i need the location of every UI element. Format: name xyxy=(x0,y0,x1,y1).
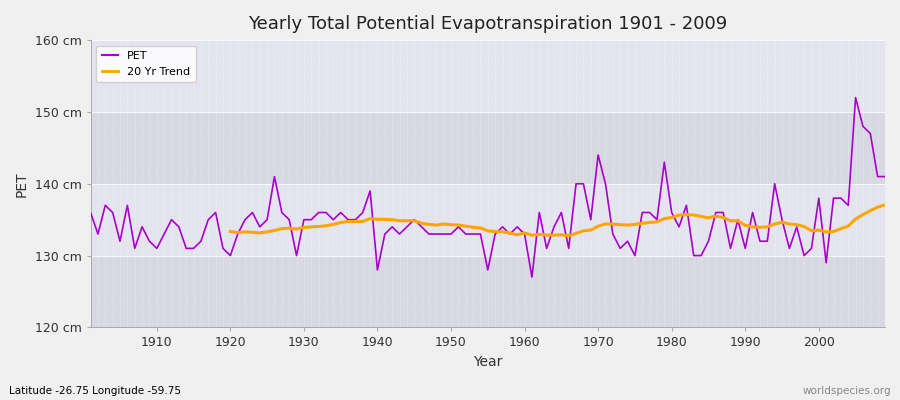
Bar xyxy=(91,184,885,256)
Bar xyxy=(91,256,885,328)
Text: worldspecies.org: worldspecies.org xyxy=(803,386,891,396)
Y-axis label: PET: PET xyxy=(15,171,29,196)
Legend: PET, 20 Yr Trend: PET, 20 Yr Trend xyxy=(96,46,196,82)
Bar xyxy=(91,40,885,112)
Bar xyxy=(91,112,885,184)
Title: Yearly Total Potential Evapotranspiration 1901 - 2009: Yearly Total Potential Evapotranspiratio… xyxy=(248,15,727,33)
Text: Latitude -26.75 Longitude -59.75: Latitude -26.75 Longitude -59.75 xyxy=(9,386,181,396)
X-axis label: Year: Year xyxy=(473,355,502,369)
